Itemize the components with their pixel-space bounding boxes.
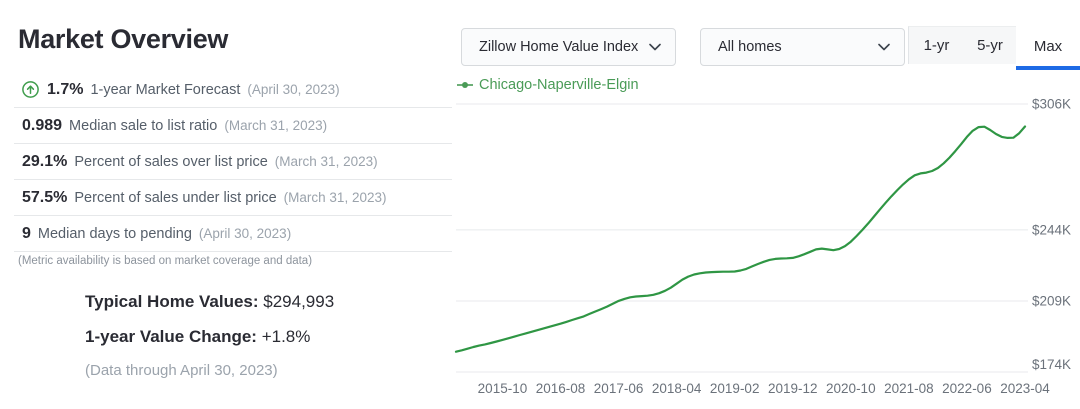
metric-date: (March 31, 2023) [274,154,378,169]
data-through-note: (Data through April 30, 2023) [85,362,278,379]
one-year-value-change-label: 1-year Value Change: [85,327,257,346]
legend-marker-icon [457,82,473,88]
home-type-dropdown[interactable]: All homes [700,28,905,66]
x-axis-label: 2023-04 [1000,381,1050,396]
x-axis-label: 2020-10 [826,381,876,396]
metrics-list: 1.7% 1-year Market Forecast (April 30, 2… [14,72,452,252]
x-axis-label: 2019-12 [768,381,818,396]
metric-select-dropdown[interactable]: Zillow Home Value Index [461,28,676,66]
home-type-value: All homes [718,39,782,55]
metric-value: 9 [22,224,31,242]
x-axis-label: 2017-06 [594,381,644,396]
tab-5yr[interactable]: 5-yr [964,26,1016,64]
x-axis-label: 2022-06 [942,381,992,396]
summary-block: Typical Home Values: $294,993 1-year Val… [85,292,334,379]
y-axis-label: $174K [1032,357,1071,372]
x-axis-label: 2018-04 [652,381,702,396]
x-axis-label: 2021-08 [884,381,934,396]
metric-date: (April 30, 2023) [247,82,340,97]
value-line [454,125,1027,353]
metric-label: Median sale to list ratio [69,117,218,134]
metric-date: (March 31, 2023) [283,190,387,205]
metric-row-over-list: 29.1% Percent of sales over list price (… [14,144,452,180]
metric-label: Median days to pending [37,225,192,242]
time-range-tabs: 1-yr 5-yr Max [908,26,1080,70]
metric-availability-note: (Metric availability is based on market … [18,255,313,267]
metric-value: 29.1% [22,152,68,170]
one-year-value-change: 1-year Value Change: +1.8% [85,327,334,347]
metric-select-value: Zillow Home Value Index [479,39,639,55]
metric-value: 57.5% [22,188,68,206]
metric-row-under-list: 57.5% Percent of sales under list price … [14,180,452,216]
y-axis-label: $209K [1032,293,1071,308]
metric-label: 1-year Market Forecast [90,81,241,98]
tab-1yr[interactable]: 1-yr [908,26,964,64]
metric-value: 0.989 [22,116,63,134]
legend-label: Chicago-Naperville-Elgin [479,77,639,93]
typical-home-values: Typical Home Values: $294,993 [85,292,334,312]
page-title: Market Overview [18,24,229,54]
metric-value: 1.7% [47,80,84,98]
market-stats-panel: Market Overview 1.7% 1-year Market Forec… [0,0,455,409]
metric-date: (March 31, 2023) [224,118,328,133]
tab-max[interactable]: Max [1016,26,1080,70]
x-axis-label: 2019-02 [710,381,760,396]
y-axis-label: $244K [1032,222,1071,237]
x-axis-label: 2016-08 [536,381,586,396]
trend-up-icon [22,81,39,98]
metric-date: (April 30, 2023) [198,226,292,241]
metric-row-sale-to-list: 0.989 Median sale to list ratio (March 3… [14,108,452,144]
metric-label: Percent of sales over list price [74,153,268,170]
typical-home-values-label: Typical Home Values: [85,292,259,311]
y-axis-label: $306K [1032,97,1071,112]
chart-legend: Chicago-Naperville-Elgin [457,77,639,93]
typical-home-values-amount: $294,993 [263,292,335,311]
chevron-down-icon [878,43,890,51]
metric-label: Percent of sales under list price [74,189,277,206]
metric-row-forecast: 1.7% 1-year Market Forecast (April 30, 2… [14,72,452,108]
x-axis-label: 2015-10 [478,381,528,396]
metric-row-days-to-pending: 9 Median days to pending (April 30, 2023… [14,216,452,252]
chevron-down-icon [649,43,661,51]
one-year-value-change-amount: +1.8% [261,327,311,346]
